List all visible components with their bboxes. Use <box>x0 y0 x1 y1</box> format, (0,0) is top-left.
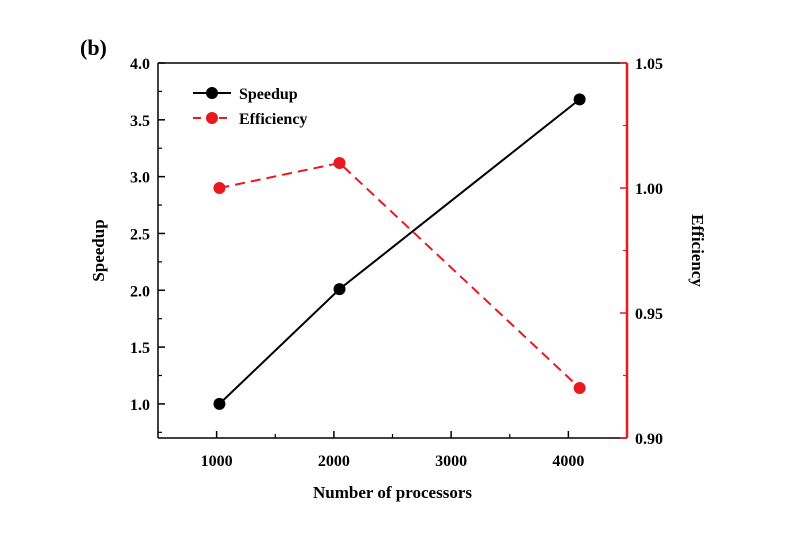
y-left-tick-label: 4.0 <box>130 56 150 73</box>
axes: 1000 2000 3000 4000 1.0 1.5 2.0 2.5 3.0 3.5 4.0 0.9… <box>89 56 707 502</box>
legend: Speedup Efficiency <box>193 86 307 128</box>
y-right-tick-label: 0.90 <box>635 431 663 448</box>
y-left-axis-title: Speedup <box>89 219 108 281</box>
x-tick-label: 3000 <box>435 453 467 470</box>
panel-label: (b) <box>80 35 107 60</box>
speedup-point <box>333 283 346 296</box>
legend-speedup-marker <box>206 87 218 99</box>
y-left-tick-label: 2.5 <box>130 226 150 243</box>
legend-efficiency-label: Efficiency <box>239 111 307 128</box>
efficiency-point <box>213 182 226 194</box>
y-left-tick-label: 1.5 <box>130 340 150 357</box>
x-tick-label: 2000 <box>318 453 350 470</box>
legend-efficiency-marker <box>206 112 218 124</box>
x-tick-label: 1000 <box>201 453 233 470</box>
y-left-tick-label: 3.5 <box>130 113 150 130</box>
y-right-tick-label: 0.95 <box>635 306 663 323</box>
y-right-tick-label: 1.05 <box>635 56 663 73</box>
efficiency-point <box>333 157 346 169</box>
efficiency-point <box>573 382 586 394</box>
speedup-point <box>213 397 226 410</box>
x-tick-label: 4000 <box>552 453 584 470</box>
speedup-point <box>573 93 586 106</box>
efficiency-line <box>219 161 581 389</box>
y-left-tick-label: 2.0 <box>130 283 150 300</box>
y-right-axis-title: Efficiency <box>688 214 707 287</box>
y-left-tick-label: 3.0 <box>130 170 150 187</box>
y-left-tick-label: 1.0 <box>130 397 150 414</box>
x-axis-title: Number of processors <box>313 483 472 502</box>
legend-speedup-label: Speedup <box>239 86 298 103</box>
y-right-tick-label: 1.00 <box>635 181 663 198</box>
speedup-line <box>218 98 581 405</box>
series-layer <box>213 93 586 410</box>
